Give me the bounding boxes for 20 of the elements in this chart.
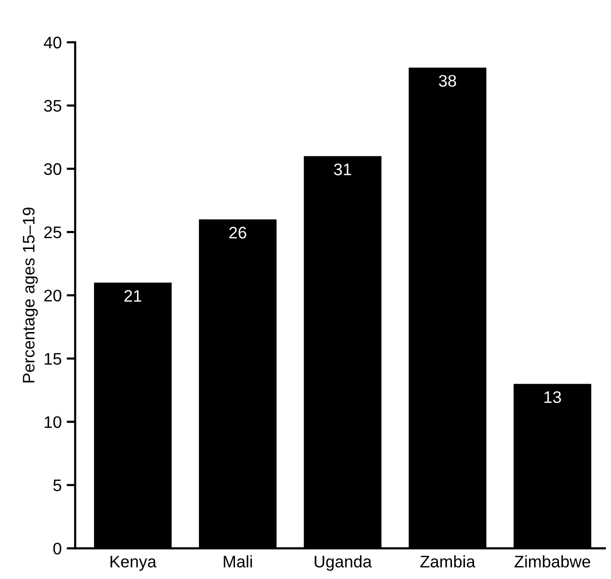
data-label: 21 [124,290,142,302]
y-tick-label: 30 [44,163,62,175]
x-tick-label: Zambia [420,555,476,568]
y-tick-label: 5 [53,480,62,492]
y-tick-label: 20 [44,290,62,302]
data-label: 13 [544,391,561,404]
y-tick-label: 0 [53,542,62,555]
y-tick-label: 40 [44,36,62,48]
x-tick-label: Mali [224,555,252,568]
y-axis-title: Percentage ages 15–19 [22,208,38,382]
x-tick-label: Kenya [110,556,156,571]
x-tick-label: Zimbabwe [514,555,590,568]
y-tick-label: 15 [44,353,62,365]
y-tick-label: 10 [44,416,62,428]
y-tick-label: 25 [44,226,62,238]
x-tick-label: Uganda [314,555,372,571]
data-label: 26 [229,226,246,239]
data-label: 31 [334,164,352,176]
y-tick-label: 35 [44,100,62,112]
data-label: 38 [438,74,456,87]
